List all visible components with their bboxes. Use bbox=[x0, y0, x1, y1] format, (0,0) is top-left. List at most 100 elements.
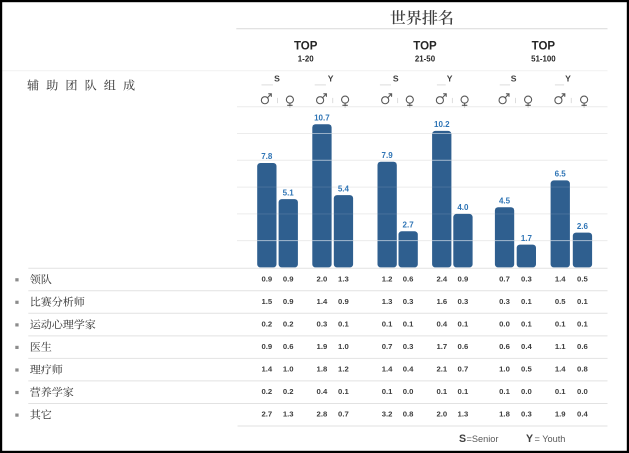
svg-text:0.0: 0.0 bbox=[521, 387, 532, 396]
svg-text:1.9: 1.9 bbox=[555, 410, 566, 419]
svg-text:1.4: 1.4 bbox=[261, 365, 272, 374]
svg-text:0.9: 0.9 bbox=[283, 274, 294, 283]
svg-text:1.6: 1.6 bbox=[436, 297, 447, 306]
svg-text:0.1: 0.1 bbox=[555, 387, 566, 396]
svg-text:2.0: 2.0 bbox=[436, 410, 447, 419]
svg-text:1.3: 1.3 bbox=[458, 410, 469, 419]
svg-text:0.5: 0.5 bbox=[555, 297, 566, 306]
svg-text:0.4: 0.4 bbox=[317, 387, 328, 396]
svg-text:0.2: 0.2 bbox=[283, 387, 294, 396]
svg-text:S: S bbox=[393, 74, 399, 84]
svg-text:0.9: 0.9 bbox=[458, 274, 469, 283]
svg-text:1.3: 1.3 bbox=[338, 274, 349, 283]
svg-text:0.7: 0.7 bbox=[458, 365, 469, 374]
svg-text:0.4: 0.4 bbox=[436, 319, 447, 328]
svg-text:0.0: 0.0 bbox=[499, 319, 510, 328]
svg-text:2.0: 2.0 bbox=[317, 274, 328, 283]
svg-text:0.1: 0.1 bbox=[382, 387, 393, 396]
svg-text:2.6: 2.6 bbox=[577, 222, 589, 231]
svg-text:= Youth: = Youth bbox=[535, 434, 566, 444]
svg-text:7.8: 7.8 bbox=[261, 152, 273, 161]
svg-text:1.3: 1.3 bbox=[382, 297, 393, 306]
svg-text:0.3: 0.3 bbox=[403, 297, 414, 306]
svg-text:1.8: 1.8 bbox=[317, 365, 328, 374]
svg-text:21-50: 21-50 bbox=[415, 54, 436, 63]
svg-text:0.6: 0.6 bbox=[499, 342, 510, 351]
svg-text:0.5: 0.5 bbox=[577, 274, 588, 283]
svg-text:S: S bbox=[511, 74, 517, 84]
svg-text:0.9: 0.9 bbox=[261, 342, 272, 351]
svg-text:0.2: 0.2 bbox=[283, 319, 294, 328]
svg-text:0.1: 0.1 bbox=[403, 319, 414, 328]
svg-text:TOP: TOP bbox=[413, 40, 437, 52]
svg-text:0.4: 0.4 bbox=[521, 342, 532, 351]
svg-text:0.1: 0.1 bbox=[458, 319, 469, 328]
svg-text:0.9: 0.9 bbox=[338, 297, 349, 306]
svg-text:2.4: 2.4 bbox=[436, 274, 447, 283]
svg-text:0.1: 0.1 bbox=[338, 319, 349, 328]
svg-text:3.2: 3.2 bbox=[382, 410, 393, 419]
svg-text:0.7: 0.7 bbox=[382, 342, 393, 351]
svg-text:0.1: 0.1 bbox=[382, 319, 393, 328]
svg-text:10.2: 10.2 bbox=[434, 120, 450, 129]
svg-text:0.3: 0.3 bbox=[458, 297, 469, 306]
svg-text:0.9: 0.9 bbox=[261, 274, 272, 283]
svg-text:0.3: 0.3 bbox=[521, 274, 532, 283]
svg-text:1.0: 1.0 bbox=[283, 365, 294, 374]
svg-text:0.1: 0.1 bbox=[458, 387, 469, 396]
svg-text:0.1: 0.1 bbox=[577, 319, 588, 328]
svg-text:5.4: 5.4 bbox=[338, 184, 350, 193]
svg-text:Y: Y bbox=[447, 74, 453, 84]
svg-text:6.5: 6.5 bbox=[555, 170, 567, 179]
svg-text:0.6: 0.6 bbox=[458, 342, 469, 351]
svg-text:2.7: 2.7 bbox=[403, 221, 415, 230]
svg-text:Y: Y bbox=[526, 433, 533, 445]
svg-text:51-100: 51-100 bbox=[531, 54, 556, 63]
svg-text:=Senior: =Senior bbox=[467, 434, 499, 444]
svg-text:TOP: TOP bbox=[532, 40, 556, 52]
svg-text:0.6: 0.6 bbox=[283, 342, 294, 351]
svg-text:1.0: 1.0 bbox=[338, 342, 349, 351]
svg-text:0.1: 0.1 bbox=[521, 319, 532, 328]
svg-text:1.9: 1.9 bbox=[317, 342, 328, 351]
svg-text:0.3: 0.3 bbox=[499, 297, 510, 306]
svg-text:1.7: 1.7 bbox=[436, 342, 447, 351]
svg-text:0.2: 0.2 bbox=[261, 387, 272, 396]
svg-text:4.0: 4.0 bbox=[457, 203, 469, 212]
svg-text:1.4: 1.4 bbox=[555, 365, 566, 374]
svg-text:0.4: 0.4 bbox=[403, 365, 414, 374]
svg-text:0.1: 0.1 bbox=[521, 297, 532, 306]
svg-text:1-20: 1-20 bbox=[298, 54, 314, 63]
svg-text:2.7: 2.7 bbox=[261, 410, 272, 419]
svg-text:1.3: 1.3 bbox=[283, 410, 294, 419]
svg-text:0.1: 0.1 bbox=[436, 387, 447, 396]
svg-text:0.0: 0.0 bbox=[403, 387, 414, 396]
svg-text:2.1: 2.1 bbox=[436, 365, 447, 374]
svg-text:Y: Y bbox=[328, 74, 334, 84]
svg-text:1.4: 1.4 bbox=[382, 365, 393, 374]
svg-text:0.9: 0.9 bbox=[283, 297, 294, 306]
svg-text:1.2: 1.2 bbox=[382, 274, 393, 283]
svg-text:0.8: 0.8 bbox=[577, 365, 588, 374]
svg-text:1.2: 1.2 bbox=[338, 365, 349, 374]
svg-text:Y: Y bbox=[565, 74, 571, 84]
svg-text:S: S bbox=[274, 74, 280, 84]
svg-text:1.4: 1.4 bbox=[317, 297, 328, 306]
svg-text:0.1: 0.1 bbox=[555, 319, 566, 328]
svg-text:2.8: 2.8 bbox=[317, 410, 328, 419]
svg-text:0.4: 0.4 bbox=[577, 410, 588, 419]
svg-text:0.6: 0.6 bbox=[403, 274, 414, 283]
svg-text:1.5: 1.5 bbox=[261, 297, 272, 306]
svg-text:S: S bbox=[459, 433, 466, 445]
svg-text:1.4: 1.4 bbox=[555, 274, 566, 283]
svg-text:0.1: 0.1 bbox=[338, 387, 349, 396]
svg-text:0.1: 0.1 bbox=[499, 387, 510, 396]
svg-text:1.7: 1.7 bbox=[521, 234, 533, 243]
svg-text:0.3: 0.3 bbox=[403, 342, 414, 351]
svg-text:0.5: 0.5 bbox=[521, 365, 532, 374]
svg-text:TOP: TOP bbox=[294, 40, 318, 52]
svg-text:1.1: 1.1 bbox=[555, 342, 566, 351]
svg-text:1.0: 1.0 bbox=[499, 365, 510, 374]
svg-text:0.7: 0.7 bbox=[338, 410, 349, 419]
svg-text:1.8: 1.8 bbox=[499, 410, 510, 419]
